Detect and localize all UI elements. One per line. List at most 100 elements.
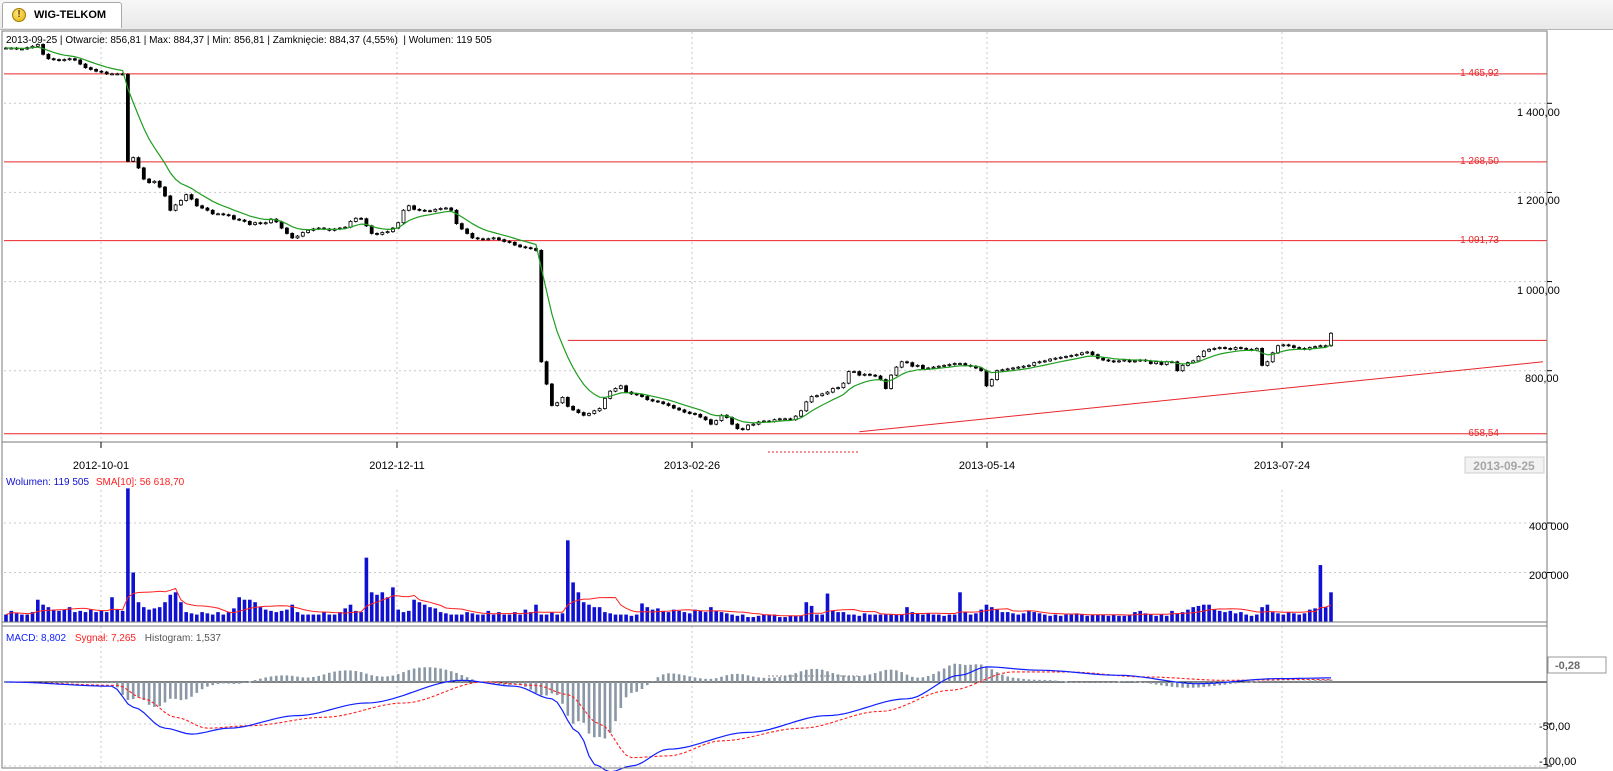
price-candle	[1005, 367, 1010, 371]
histogram-bar	[958, 664, 962, 682]
candle-body	[1117, 360, 1121, 363]
histogram-bar	[1154, 682, 1158, 685]
x-tick-2012-12-11: 2012-12-11	[369, 460, 424, 472]
candle-body	[698, 413, 703, 418]
price-candle	[1053, 357, 1058, 361]
volume-bar	[1191, 607, 1195, 622]
price-candle	[618, 384, 623, 390]
price-candle	[163, 185, 167, 198]
price-candle	[942, 364, 946, 368]
price-candle	[57, 58, 61, 62]
info-open: 856,81	[110, 35, 141, 46]
candle-body	[173, 204, 178, 211]
price-candle	[1286, 343, 1291, 347]
histogram-bar	[126, 682, 130, 700]
price-candle	[523, 245, 528, 249]
price-candle	[905, 360, 909, 364]
volume-bar	[815, 614, 819, 622]
volume-bar	[804, 602, 809, 622]
volume-bar	[947, 614, 952, 622]
candle-body	[115, 73, 120, 76]
volume-bar	[1202, 604, 1206, 622]
chart-text: 1 465,92 1 268,50 1 091,73 658,54 1 400,…	[73, 68, 1607, 768]
candle-body	[592, 410, 597, 414]
histogram-label: Histogram:	[144, 633, 194, 644]
volume-bar	[608, 613, 612, 622]
volume-bar	[539, 614, 544, 622]
volume-bar	[921, 614, 925, 622]
histogram-bar	[1303, 680, 1306, 682]
volume-bar	[1101, 614, 1105, 622]
volume-bar	[274, 612, 279, 622]
volume-bar	[1064, 614, 1068, 622]
candle-body	[1011, 367, 1015, 370]
candle-body	[73, 58, 77, 61]
histogram-bar	[222, 682, 225, 684]
candle-body	[475, 237, 480, 240]
volume-bar	[1297, 614, 1301, 622]
candle-body	[841, 382, 846, 389]
price-candle	[661, 400, 666, 405]
volume-bar	[624, 614, 628, 622]
volume-bar	[645, 607, 650, 622]
volume-bar	[343, 608, 347, 622]
volume-bar	[1292, 613, 1296, 622]
volume-bar	[550, 612, 554, 622]
price-sma-polyline	[6, 46, 1332, 424]
x-current-date: 2013-09-25	[1473, 459, 1535, 473]
price-candle	[438, 207, 443, 211]
histogram-bar	[200, 682, 204, 690]
volume-bar	[507, 614, 512, 622]
volume-bar	[1233, 613, 1238, 622]
volume-bar	[1223, 612, 1227, 622]
volume-bar	[740, 614, 745, 622]
price-candle	[1042, 359, 1047, 363]
chart-area[interactable]: 1 465,92 1 268,50 1 091,73 658,54 1 400,…	[0, 30, 1613, 771]
price-candle	[1106, 358, 1111, 363]
price-candle	[417, 208, 422, 212]
histogram-bar	[1329, 679, 1333, 682]
info-volume-label: Wolumen:	[408, 35, 454, 46]
chart-canvas[interactable]: 1 465,92 1 268,50 1 091,73 658,54 1 400,…	[0, 30, 1613, 771]
volume-bar	[656, 608, 660, 622]
tab-wig-telkom[interactable]: ! WIG-TELKOM	[2, 2, 122, 28]
histogram-bar	[577, 682, 580, 722]
candle-body	[178, 200, 183, 206]
histogram-bar	[847, 675, 850, 682]
price-candle	[799, 409, 803, 418]
candle-body	[597, 408, 602, 412]
histogram-bar	[455, 673, 458, 682]
volume-bar	[677, 610, 681, 622]
histogram-bar	[767, 677, 771, 682]
volume-bar	[762, 614, 766, 622]
volume-bar	[348, 604, 353, 622]
histogram-bar	[778, 676, 782, 682]
histogram-bar	[1022, 678, 1025, 682]
volume-bar	[1308, 609, 1312, 622]
histogram-bar	[1218, 682, 1221, 686]
histogram-bar	[184, 682, 188, 700]
volume-bar	[1265, 604, 1270, 622]
candle-body	[671, 405, 676, 409]
candle-body	[194, 198, 199, 207]
volume-bar	[232, 608, 236, 622]
candle-body	[1005, 368, 1010, 371]
volume-bar	[311, 614, 316, 622]
histogram-bar	[1292, 680, 1296, 682]
histogram-bar	[328, 672, 331, 682]
histogram-bar	[1101, 682, 1105, 683]
price-candle	[958, 362, 962, 365]
price-candle	[709, 418, 713, 426]
price-info-legend: 2013-09-25 | Otwarcie: 856,81 | Max: 884…	[6, 35, 492, 46]
price-candle	[671, 404, 676, 410]
price-candle	[470, 232, 475, 240]
volume-bar	[359, 612, 363, 622]
price-y-tick-1000: 1 000,00	[1517, 285, 1560, 297]
price-candle	[836, 386, 840, 390]
volume-bar	[581, 602, 586, 622]
candle-body	[735, 423, 740, 430]
volume-bar	[1122, 615, 1127, 622]
volume-bar	[226, 612, 231, 622]
volume-bar	[513, 612, 517, 622]
histogram-bar	[147, 682, 151, 705]
